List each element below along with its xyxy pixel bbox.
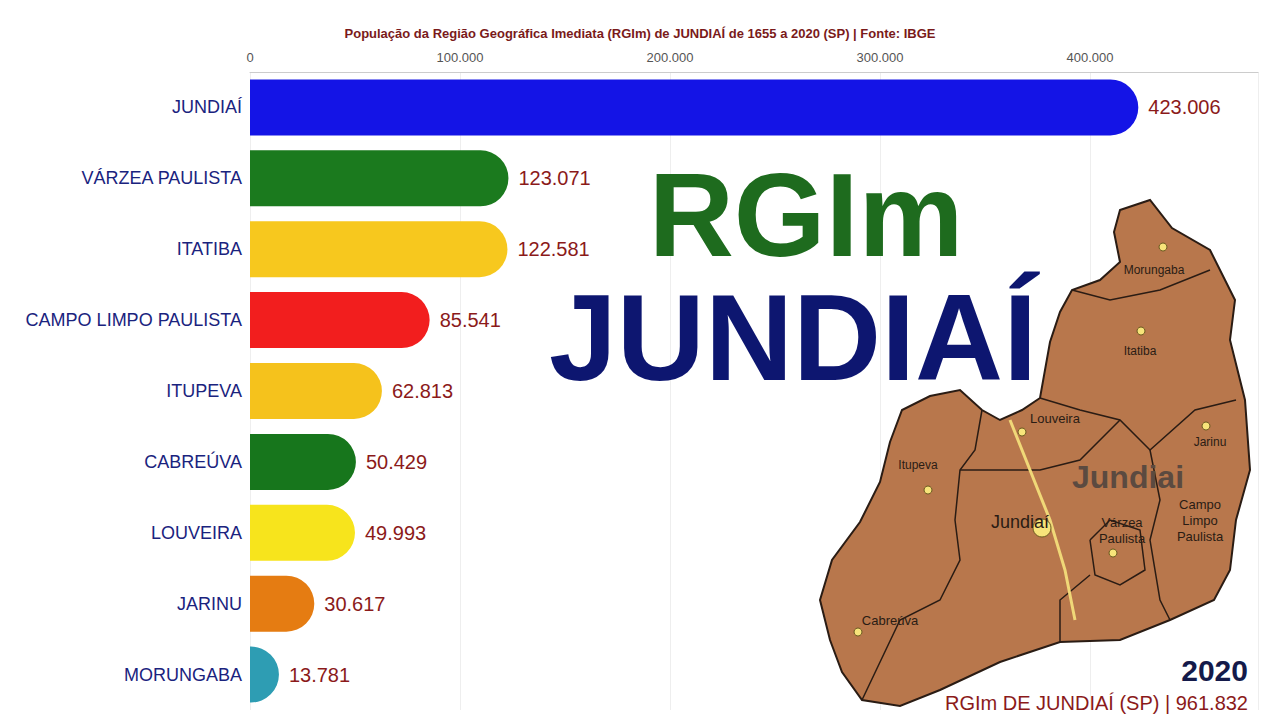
svg-text:Paulista: Paulista	[1177, 529, 1224, 544]
svg-text:400.000: 400.000	[1067, 50, 1114, 65]
svg-text:Louveira: Louveira	[1030, 411, 1081, 426]
svg-text:200.000: 200.000	[647, 50, 694, 65]
svg-text:Morungaba: Morungaba	[1124, 263, 1185, 277]
svg-text:300.000: 300.000	[857, 50, 904, 65]
svg-text:122.581: 122.581	[517, 238, 589, 260]
svg-text:2020: 2020	[1181, 654, 1248, 687]
svg-text:JUNDIAÍ: JUNDIAÍ	[549, 270, 1040, 406]
svg-text:50.429: 50.429	[366, 451, 427, 473]
svg-text:Jundiaí: Jundiaí	[991, 512, 1049, 532]
svg-text:Itupeva: Itupeva	[898, 458, 938, 472]
svg-text:Campo: Campo	[1179, 497, 1221, 512]
svg-text:Cabreúva: Cabreúva	[862, 613, 919, 628]
svg-text:Várzea: Várzea	[1101, 515, 1143, 530]
svg-text:85.541: 85.541	[440, 309, 501, 331]
svg-text:Jundiai: Jundiai	[1072, 459, 1184, 495]
svg-text:Itatiba: Itatiba	[1124, 344, 1157, 358]
svg-text:MORUNGABA: MORUNGABA	[124, 665, 242, 685]
svg-text:0: 0	[246, 50, 253, 65]
svg-text:VÁRZEA PAULISTA: VÁRZEA PAULISTA	[82, 168, 242, 188]
svg-text:ITATIBA: ITATIBA	[177, 239, 242, 259]
svg-text:JUNDIAÍ: JUNDIAÍ	[172, 97, 242, 117]
svg-text:CABREÚVA: CABREÚVA	[144, 451, 242, 472]
svg-text:30.617: 30.617	[324, 593, 385, 615]
svg-text:Paulista: Paulista	[1099, 531, 1146, 546]
svg-text:123.071: 123.071	[518, 167, 590, 189]
svg-text:População da Região Geográfica: População da Região Geográfica Imediata …	[345, 26, 936, 41]
svg-text:JARINU: JARINU	[177, 594, 242, 614]
svg-text:62.813: 62.813	[392, 380, 453, 402]
svg-text:100.000: 100.000	[437, 50, 484, 65]
svg-text:LOUVEIRA: LOUVEIRA	[151, 523, 242, 543]
svg-text:RGIm DE JUNDIAÍ (SP) | 961.832: RGIm DE JUNDIAÍ (SP) | 961.832	[945, 692, 1248, 714]
svg-text:13.781: 13.781	[289, 664, 350, 686]
svg-text:ITUPEVA: ITUPEVA	[166, 381, 242, 401]
svg-text:RGIm: RGIm	[649, 149, 964, 281]
svg-text:Limpo: Limpo	[1182, 513, 1217, 528]
svg-text:Jarinu: Jarinu	[1194, 435, 1227, 449]
svg-text:CAMPO LIMPO PAULISTA: CAMPO LIMPO PAULISTA	[26, 310, 242, 330]
svg-text:49.993: 49.993	[365, 522, 426, 544]
svg-text:423.006: 423.006	[1148, 96, 1220, 118]
